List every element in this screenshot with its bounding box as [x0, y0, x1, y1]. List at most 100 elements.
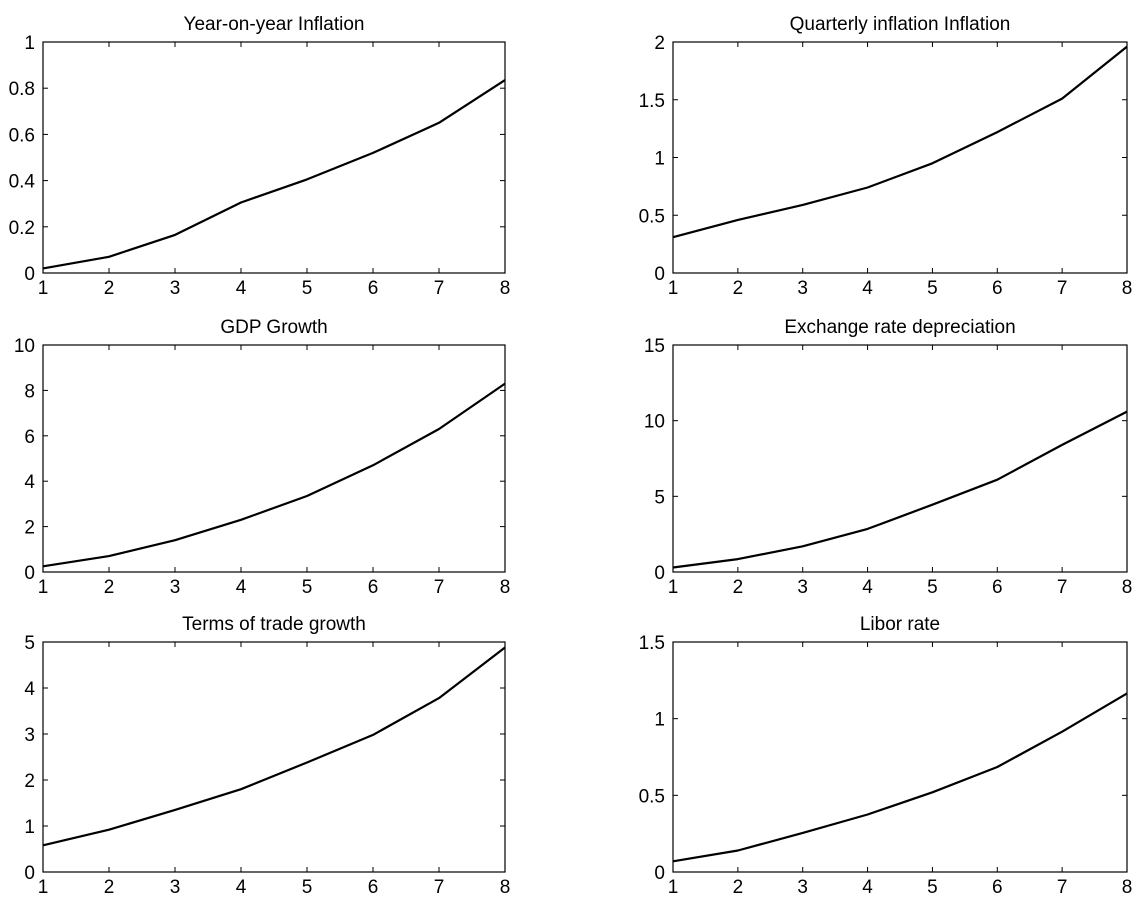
x-tick-label: 3 [170, 877, 181, 898]
y-tick-label: 5 [24, 633, 35, 654]
y-tick-label: 0.5 [639, 206, 665, 227]
x-tick-label: 7 [434, 278, 445, 299]
x-tick-label: 6 [368, 577, 379, 598]
y-tick-label: 0 [24, 563, 35, 584]
axes-frame [42, 344, 506, 573]
axes-frame [672, 641, 1128, 873]
x-tick-label: 8 [500, 877, 511, 898]
series-line-1 [42, 646, 506, 847]
x-tick-label: 7 [1057, 877, 1068, 898]
y-tick-label: 0 [24, 863, 35, 884]
y-tick-label: 2 [24, 518, 35, 539]
x-tick-label: 1 [38, 577, 49, 598]
x-tick-label: 4 [862, 278, 873, 299]
x-tick-label: 4 [862, 877, 873, 898]
axes-frame [672, 41, 1128, 274]
y-tick-label: 1 [654, 149, 665, 170]
x-tick-label: 8 [500, 278, 511, 299]
series-line-1 [42, 79, 506, 270]
x-tick-label: 7 [1057, 278, 1068, 299]
y-tick-label: 1 [24, 33, 35, 54]
x-tick-label: 1 [668, 278, 679, 299]
y-tick-label: 0 [654, 264, 665, 285]
x-tick-label: 6 [992, 877, 1003, 898]
y-tick-label: 15 [644, 336, 665, 357]
x-tick-label: 4 [236, 278, 247, 299]
y-tick-label: 2 [24, 771, 35, 792]
x-tick-label: 5 [927, 577, 938, 598]
x-tick-label: 2 [733, 278, 744, 299]
chart-title: Exchange rate depreciation [784, 317, 1015, 338]
y-tick-label: 0 [654, 863, 665, 884]
chart-panel-3: GDP Growth 1 2 3 4 5 6 7 8 0 2 4 6 8 10 [14, 317, 510, 598]
x-tick-label: 2 [104, 278, 115, 299]
x-tick-label: 2 [104, 877, 115, 898]
y-tick-label: 5 [654, 487, 665, 508]
x-tick-label: 5 [302, 577, 313, 598]
x-tick-label: 5 [302, 877, 313, 898]
x-tick-label: 7 [1057, 577, 1068, 598]
axes-frame [672, 344, 1128, 573]
x-tick-label: 8 [1122, 877, 1133, 898]
y-tick-label: 3 [24, 725, 35, 746]
y-tick-label: 4 [24, 472, 35, 493]
axes-frame [42, 641, 506, 873]
y-tick-label: 10 [14, 336, 35, 357]
y-tick-label: 0 [654, 563, 665, 584]
chart-panel-1: Year-on-year Inflation 1 2 3 4 5 6 7 8 0 0.2 0.4 0.6… [9, 14, 511, 299]
x-tick-label: 2 [104, 577, 115, 598]
y-tick-label: 0.2 [9, 218, 35, 239]
x-tick-label: 2 [733, 877, 744, 898]
x-tick-label: 3 [170, 278, 181, 299]
y-tick-label: 1 [654, 710, 665, 731]
axes-frame [42, 41, 506, 274]
x-tick-label: 8 [1122, 577, 1133, 598]
x-tick-label: 1 [668, 577, 679, 598]
y-tick-label: 1.5 [639, 91, 665, 112]
x-tick-label: 8 [1122, 278, 1133, 299]
x-tick-label: 4 [236, 877, 247, 898]
x-tick-label: 5 [302, 278, 313, 299]
series-line-1 [42, 382, 506, 568]
x-tick-label: 7 [434, 577, 445, 598]
x-tick-label: 4 [862, 577, 873, 598]
y-tick-label: 1 [24, 817, 35, 838]
x-tick-label: 1 [38, 877, 49, 898]
y-tick-label: 0.8 [9, 79, 35, 100]
series-line-1 [672, 692, 1128, 863]
chart-panel-2: Quarterly inflation Inflation 1 2 3 4 5 6 7 8 0 0.… [639, 14, 1133, 299]
x-tick-label: 7 [434, 877, 445, 898]
x-tick-label: 3 [797, 577, 808, 598]
chart-title: GDP Growth [220, 317, 327, 338]
y-tick-label: 10 [644, 412, 665, 433]
x-tick-label: 1 [668, 877, 679, 898]
x-tick-label: 6 [368, 278, 379, 299]
y-tick-label: 1.5 [639, 633, 665, 654]
chart-title: Terms of trade growth [182, 614, 366, 635]
y-tick-label: 2 [654, 33, 665, 54]
x-tick-label: 3 [797, 278, 808, 299]
y-tick-label: 8 [24, 381, 35, 402]
y-tick-label: 4 [24, 679, 35, 700]
x-tick-label: 6 [992, 577, 1003, 598]
x-tick-label: 1 [38, 278, 49, 299]
chart-title: Year-on-year Inflation [184, 14, 365, 35]
x-tick-label: 2 [733, 577, 744, 598]
chart-panel-6: Libor rate 1 2 3 4 5 6 7 8 0 0.5 1 1.5 [639, 614, 1133, 898]
y-tick-label: 0.5 [639, 786, 665, 807]
y-tick-label: 6 [24, 427, 35, 448]
x-tick-label: 5 [927, 877, 938, 898]
series-line-1 [672, 45, 1128, 239]
series-line-1 [672, 410, 1128, 569]
chart-title: Libor rate [860, 614, 940, 635]
chart-title: Quarterly inflation Inflation [790, 14, 1011, 35]
y-tick-label: 0 [24, 264, 35, 285]
x-tick-label: 8 [500, 577, 511, 598]
x-tick-label: 3 [797, 877, 808, 898]
x-tick-label: 6 [368, 877, 379, 898]
y-tick-label: 0.4 [9, 172, 36, 193]
x-tick-label: 6 [992, 278, 1003, 299]
x-tick-label: 3 [170, 577, 181, 598]
